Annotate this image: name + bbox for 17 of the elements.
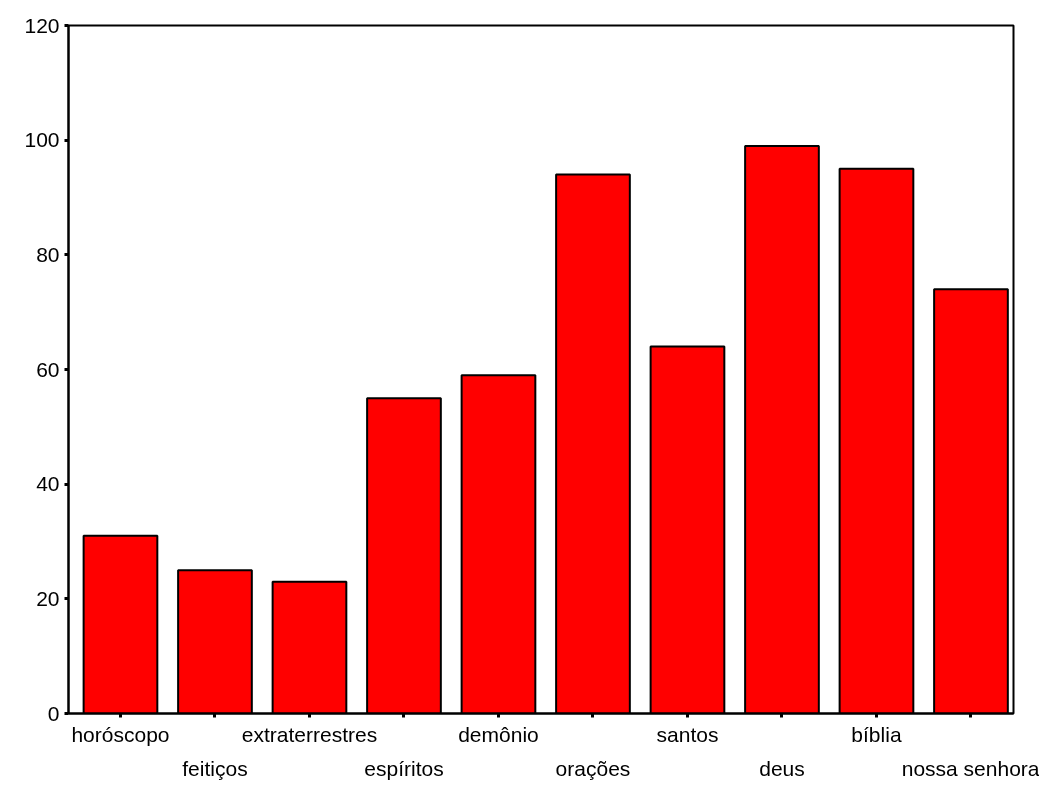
y-tick-label: 20 xyxy=(36,586,60,610)
x-tick-label: bíblia xyxy=(851,722,902,746)
x-tick-label: feitiços xyxy=(182,757,248,780)
x-tick-label: orações xyxy=(555,757,631,780)
x-tick-label: deus xyxy=(759,757,805,780)
y-tick-label: 100 xyxy=(24,128,60,152)
x-tick-label: nossa senhora xyxy=(901,757,1039,780)
x-tick-label: santos xyxy=(656,722,719,746)
x-tick-label: extraterrestres xyxy=(241,722,378,746)
y-tick-label: 40 xyxy=(36,472,60,496)
y-tick-label: 60 xyxy=(36,357,60,381)
x-tick-label: demônio xyxy=(458,722,539,746)
y-tick-label: 0 xyxy=(47,701,60,725)
x-tick-label: espíritos xyxy=(364,757,444,780)
y-tick-label: 120 xyxy=(24,13,60,37)
y-tick-label: 80 xyxy=(36,242,60,266)
x-tick-label: horóscopo xyxy=(71,722,170,746)
